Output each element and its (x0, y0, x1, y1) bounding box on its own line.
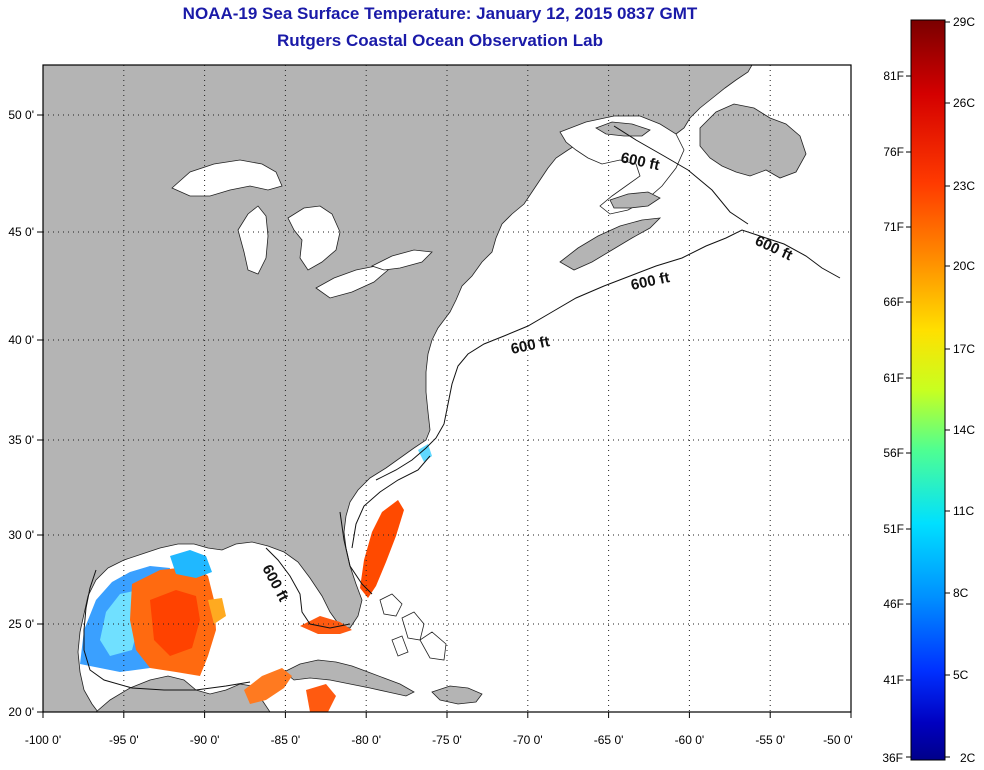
fahrenheit-label: 56F (883, 446, 904, 460)
bahamas-islands (379, 593, 447, 661)
colorbar-ticks (906, 21, 950, 758)
lon-label: -100 0' (25, 733, 61, 747)
fahrenheit-label: 36F (882, 751, 903, 765)
lon-label: -65 0' (594, 733, 624, 747)
lat-label: 25 0' (8, 617, 34, 631)
great-lakes (171, 159, 433, 299)
lon-label: -85 0' (271, 733, 301, 747)
lon-label: -90 0' (190, 733, 220, 747)
lon-label: -70 0' (513, 733, 543, 747)
lat-label: 45 0' (8, 225, 34, 239)
celsius-label: 29C (953, 15, 975, 29)
latitude-labels: 20 0' 25 0' 30 0' 35 0' 40 0' 45 0' 50 0… (8, 108, 34, 719)
lon-label: -50 0' (823, 733, 853, 747)
colorbar-celsius-labels: 29C 26C 23C 20C 17C 14C 11C 8C 5C 2C (953, 15, 976, 765)
lat-label: 30 0' (8, 528, 34, 542)
fahrenheit-label: 61F (883, 371, 904, 385)
celsius-label: 11C (953, 504, 974, 518)
colorbar-fahrenheit-labels: 81F 76F 71F 66F 61F 56F 51F 46F 41F 36F (882, 69, 904, 765)
cuba-land (283, 659, 415, 697)
latitude-axis (37, 114, 43, 713)
hispaniola-land (431, 685, 483, 705)
longitude-axis (42, 712, 852, 718)
celsius-label: 5C (953, 668, 969, 682)
fahrenheit-label: 76F (883, 145, 904, 159)
fahrenheit-label: 51F (883, 522, 904, 536)
contour-600ft (83, 125, 841, 691)
map-title: NOAA-19 Sea Surface Temperature: January… (182, 4, 698, 23)
newfoundland-land (699, 103, 807, 179)
fahrenheit-label: 46F (883, 597, 904, 611)
nova-scotia-land (559, 217, 662, 271)
longitude-labels: -100 0' -95 0' -90 0' -85 0' -80 0' -75 … (25, 733, 853, 747)
map-subtitle: Rutgers Coastal Ocean Observation Lab (277, 31, 603, 50)
celsius-label: 26C (953, 96, 975, 110)
lat-label: 20 0' (8, 705, 34, 719)
colorbar (910, 19, 946, 761)
fahrenheit-label: 66F (883, 295, 904, 309)
lat-label: 35 0' (8, 433, 34, 447)
celsius-label: 20C (953, 259, 975, 273)
pei-island (609, 191, 661, 209)
lon-label: -60 0' (675, 733, 705, 747)
lat-label: 40 0' (8, 333, 34, 347)
anticosti-island (595, 121, 651, 137)
fahrenheit-label: 71F (883, 220, 904, 234)
celsius-label: 2C (960, 751, 976, 765)
celsius-label: 14C (953, 423, 975, 437)
fahrenheit-label: 41F (883, 673, 904, 687)
sst-data-patches (80, 444, 432, 712)
celsius-label: 17C (953, 342, 975, 356)
gulf-st-lawrence (559, 115, 685, 215)
lon-label: -55 0' (755, 733, 785, 747)
fahrenheit-label: 81F (883, 69, 904, 83)
lat-label: 50 0' (8, 108, 34, 122)
lon-label: -95 0' (109, 733, 139, 747)
lon-label: -75 0' (432, 733, 462, 747)
contour-600ft-inner (351, 455, 431, 549)
lon-label: -80 0' (351, 733, 381, 747)
celsius-label: 8C (953, 586, 969, 600)
celsius-label: 23C (953, 179, 975, 193)
